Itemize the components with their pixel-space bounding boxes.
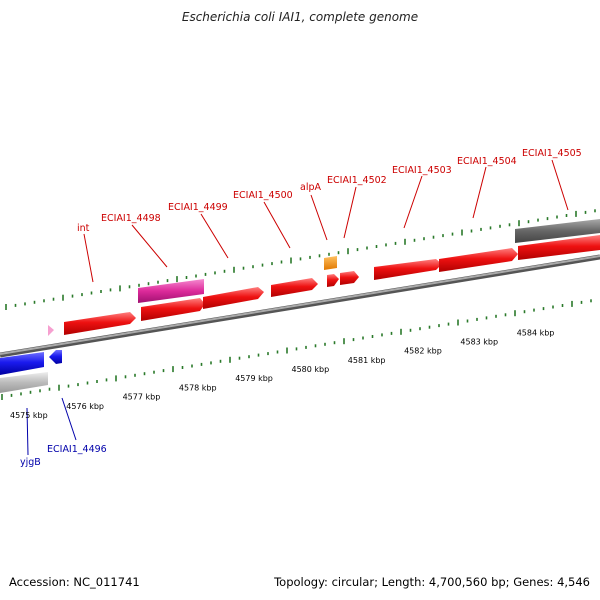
map-title: Escherichia coli IAI1, complete genome [181, 10, 419, 24]
gene-label: ECIAI1_4502 [327, 175, 387, 186]
cds-alpA [327, 274, 339, 287]
upper-tick-row [5, 209, 596, 310]
cds-4496 [49, 350, 62, 364]
callout-4496 [61, 397, 77, 441]
cds-4503 [374, 259, 442, 280]
gene-label: ECIAI1_4499 [168, 202, 228, 213]
feature-gray-top-right [515, 219, 600, 243]
kbp-label: 4582 kbp [404, 347, 442, 356]
cds-yjgB [0, 352, 44, 375]
callout-4499 [200, 213, 229, 259]
kbp-label: 4577 kbp [123, 393, 161, 402]
callout-4498 [131, 224, 168, 268]
callout-4504 [472, 166, 487, 219]
kbp-label: 4575 kbp [10, 411, 48, 420]
kbp-label: 4579 kbp [235, 374, 273, 383]
accession-text: Accession: NC_011741 [9, 575, 140, 589]
feature-orange-rna [324, 256, 337, 270]
gene-label: int [77, 223, 90, 234]
genome-backbone-highlight [0, 255, 600, 355]
feature-light-gray [0, 372, 48, 393]
kbp-label: 4581 kbp [348, 356, 386, 365]
gene-label: ECIAI1_4498 [101, 213, 161, 224]
cds-4500 [203, 287, 264, 309]
gene-label: ECIAI1_4496 [47, 444, 107, 455]
cds-int [271, 278, 318, 297]
callout-4502 [343, 186, 357, 239]
kbp-label: 4584 kbp [517, 328, 555, 337]
cds-4505 [518, 235, 600, 260]
kbp-label: 4580 kbp [292, 365, 330, 374]
gene-label: ECIAI1_4503 [392, 165, 452, 176]
callout-4505 [551, 159, 569, 211]
kbp-label: 4576 kbp [66, 402, 104, 411]
cds-4502 [340, 271, 359, 285]
forward-features [48, 219, 600, 336]
cds-4499 [141, 298, 205, 321]
callout-yjgB [26, 407, 29, 456]
reverse-features [0, 350, 62, 393]
gene-label: ECIAI1_4500 [233, 190, 293, 201]
kbp-label: 4583 kbp [460, 337, 498, 346]
callout-int [83, 233, 94, 283]
feature-small-pink [48, 325, 54, 336]
gene-label: ECIAI1_4505 [522, 148, 582, 159]
kbp-labels: 4575 kbp 4576 kbp 4577 kbp 4578 kbp 4579 kbp… [10, 328, 554, 420]
gene-labels: int ECIAI1_4498 ECIAI1_4499 ECIAI1_4500 alpA… [20, 148, 582, 468]
gene-label: yjgB [20, 457, 41, 468]
lower-tick-row [1, 299, 592, 400]
cds-4504 [439, 248, 518, 272]
callout-4503 [403, 175, 423, 229]
feature-pseudo [138, 279, 204, 303]
kbp-label: 4578 kbp [179, 383, 217, 392]
callout-4500 [263, 201, 291, 249]
cds-4498 [64, 312, 136, 335]
gene-label: alpA [300, 182, 321, 193]
label-callouts [26, 159, 569, 456]
gene-label: ECIAI1_4504 [457, 156, 517, 167]
callout-alpA [310, 194, 328, 241]
genome-summary-text: Topology: circular; Length: 4,700,560 bp… [274, 575, 590, 589]
